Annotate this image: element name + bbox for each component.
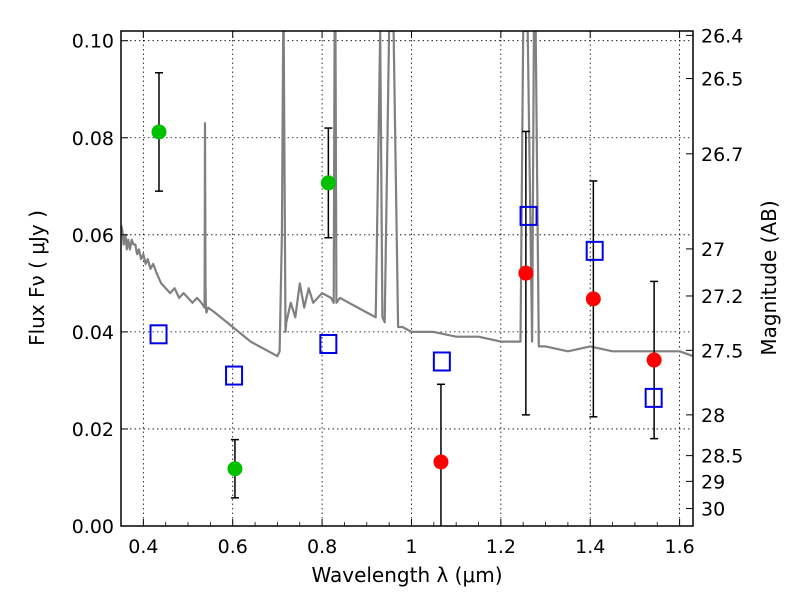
right-tick-label: 29 (701, 471, 725, 493)
right-tick-label: 28.5 (701, 446, 743, 468)
data-point (151, 124, 167, 140)
right-tick-label: 27 (701, 239, 725, 261)
right-tick-label: 27.2 (701, 286, 743, 308)
model-point-square (225, 365, 244, 386)
data-point (227, 461, 243, 477)
y-tick-label: 0.04 (72, 322, 114, 344)
model-point-square (519, 205, 538, 226)
right-tick-label: 26.4 (701, 25, 743, 47)
y-tick-label: 0.00 (72, 516, 114, 538)
model-spectrum-line (121, 31, 693, 358)
plot-area (121, 31, 693, 526)
axis-ticks: 0.4 0.6 0.8 1 1.2 1.4 1.6 0.00 0.02 0.04 0.06 0.08 0… (72, 25, 744, 558)
model-point-square (149, 324, 168, 345)
data-point (585, 291, 601, 307)
data-point (518, 265, 534, 281)
data-point (433, 454, 449, 470)
model-point-square (319, 334, 338, 355)
data-point (646, 352, 662, 368)
right-tick-label: 28 (701, 405, 725, 427)
y-tick-label: 0.02 (72, 419, 114, 441)
right-tick-label: 27.5 (701, 340, 743, 362)
x-tick-label: 0.4 (128, 536, 158, 558)
x-tick-label: 1 (405, 536, 417, 558)
x-axis-label: Wavelength λ (μm) (311, 563, 502, 587)
y-tick-label: 0.08 (72, 128, 114, 150)
model-point-square (585, 240, 604, 261)
plot-frame (120, 30, 694, 527)
x-tick-label: 1.4 (575, 536, 605, 558)
right-tick-label: 30 (701, 499, 725, 521)
x-tick-label: 0.6 (218, 536, 248, 558)
right-tick-label: 26.7 (701, 144, 743, 166)
x-tick-label: 1.2 (486, 536, 516, 558)
y-axis-label: Flux Fν ( μJy ) (25, 210, 49, 346)
x-tick-label: 1.6 (664, 536, 694, 558)
x-tick-label: 0.8 (307, 536, 337, 558)
model-point-square (644, 387, 663, 408)
model-point-square (432, 351, 451, 372)
right-axis-label: Magnitude (AB) (757, 200, 781, 355)
data-point (320, 175, 336, 191)
right-tick-label: 26.5 (701, 69, 743, 91)
y-tick-label: 0.10 (72, 31, 114, 53)
y-tick-label: 0.06 (72, 225, 114, 247)
grid-lines (121, 31, 693, 526)
